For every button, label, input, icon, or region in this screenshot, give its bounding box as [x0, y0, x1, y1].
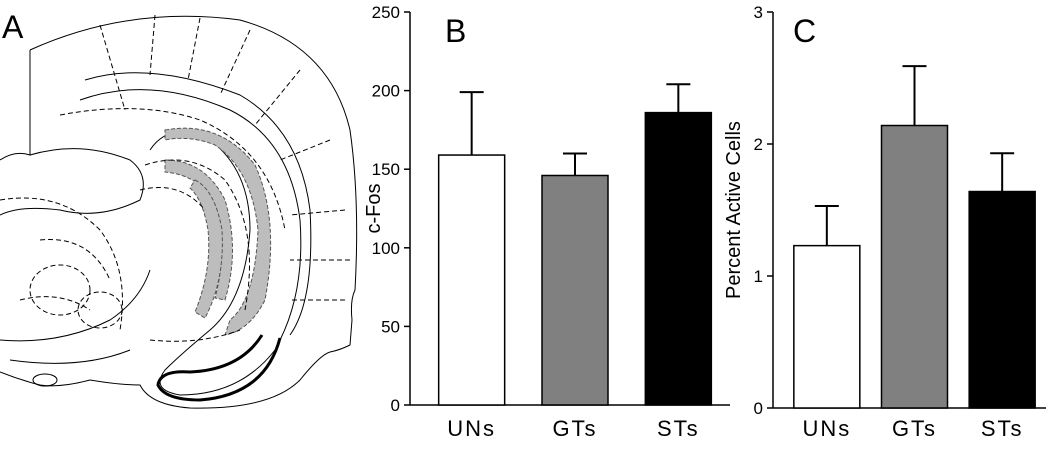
bar — [437, 154, 506, 406]
x-tick-label: GTs — [892, 416, 937, 441]
brain-atlas-drawing — [0, 14, 358, 409]
y-axis-label: c-Fos — [363, 184, 385, 234]
y-tick-label: 2 — [754, 135, 763, 154]
bar — [793, 244, 861, 409]
panel-label: A — [2, 9, 24, 45]
x-tick-label: UNs — [802, 416, 851, 441]
y-tick-label: 1 — [754, 267, 763, 286]
panel-label: B — [445, 13, 466, 49]
y-axis-label: Percent Active Cells — [723, 121, 745, 299]
x-tick-label: STs — [981, 416, 1024, 441]
bar — [541, 174, 609, 406]
panel-label: C — [793, 13, 816, 49]
x-tick-label: GTs — [552, 416, 597, 441]
bar — [644, 111, 713, 406]
x-tick-label: UNs — [447, 416, 496, 441]
y-tick-label: 250 — [372, 3, 400, 22]
y-tick-label: 50 — [381, 317, 400, 336]
y-tick-label: 3 — [754, 3, 763, 22]
bar — [880, 124, 949, 409]
y-tick-label: 100 — [372, 239, 400, 258]
y-tick-label: 200 — [372, 82, 400, 101]
bar — [968, 190, 1036, 409]
x-tick-label: STs — [657, 416, 700, 441]
y-tick-label: 0 — [391, 396, 400, 415]
y-tick-label: 150 — [372, 160, 400, 179]
y-tick-label: 0 — [754, 399, 763, 418]
